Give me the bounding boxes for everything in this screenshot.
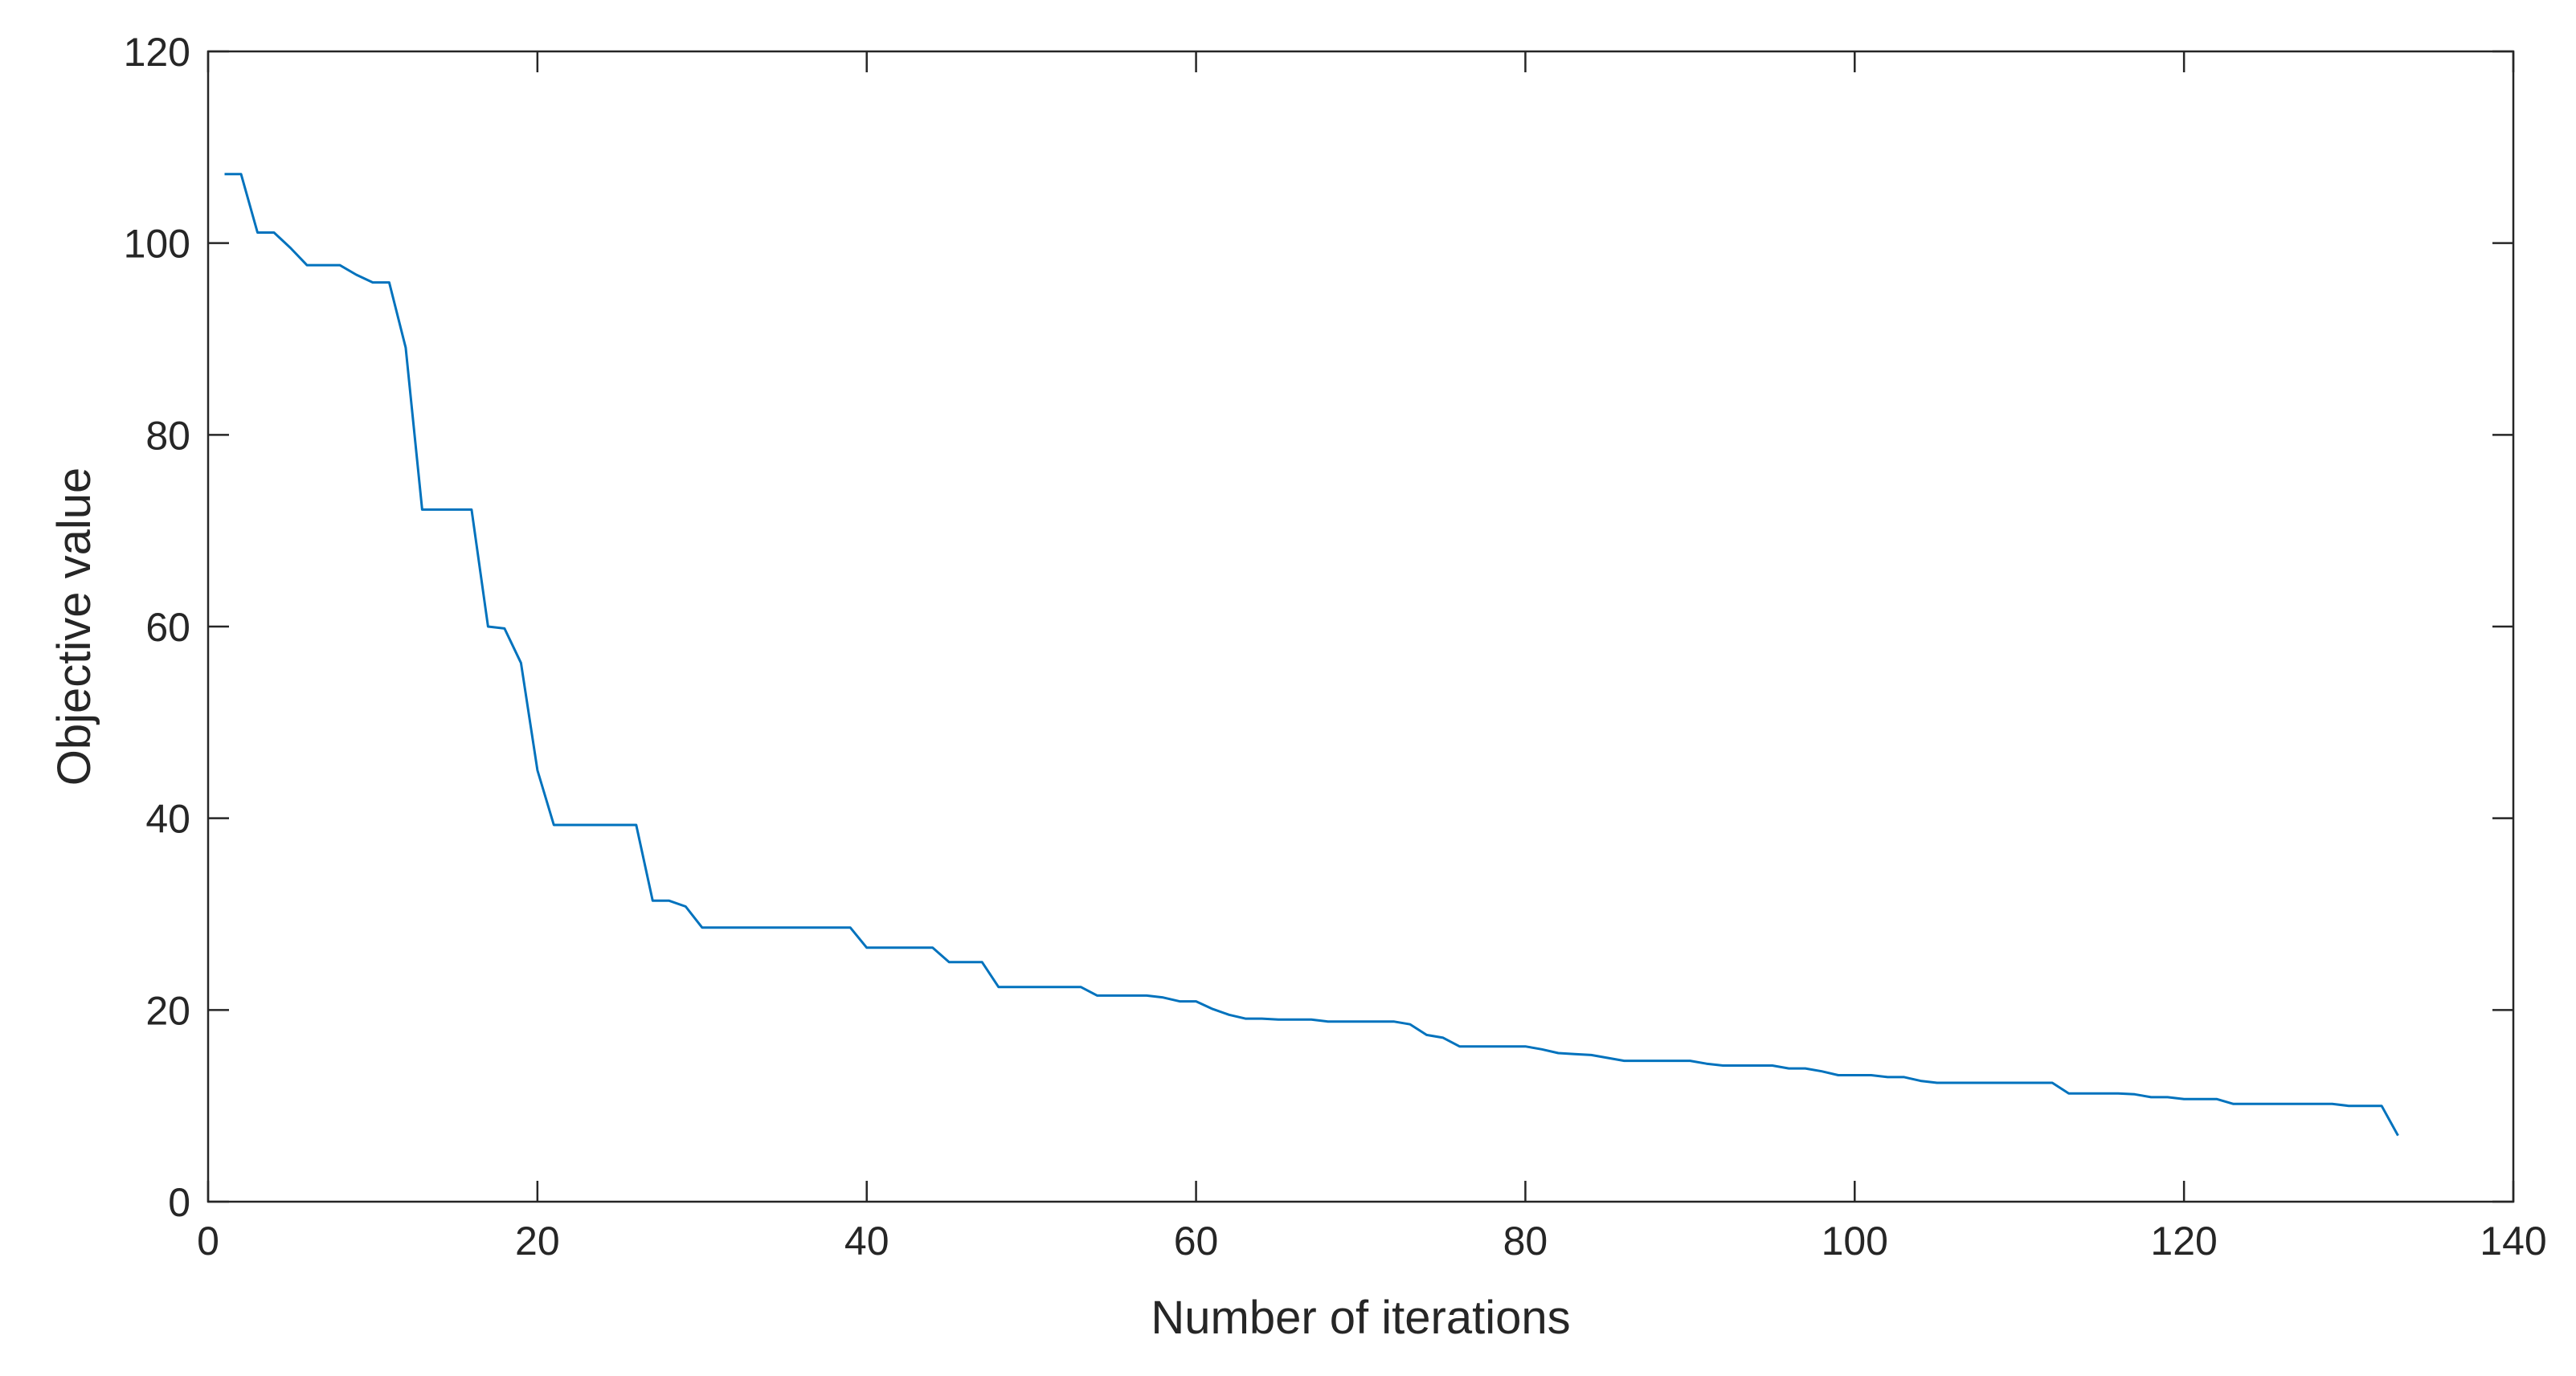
x-tick-label: 0	[197, 1219, 219, 1264]
x-tick-label: 40	[844, 1219, 889, 1264]
y-tick-label: 80	[145, 413, 190, 458]
x-tick-label: 20	[515, 1219, 560, 1264]
y-axis-ticks: 0 20 40 60 80 100 120	[124, 30, 2513, 1225]
y-tick-label: 40	[145, 797, 190, 842]
x-tick-label: 120	[2150, 1219, 2217, 1264]
series-layer	[224, 173, 2399, 1137]
x-axis-title: Number of iterations	[1151, 1292, 1570, 1344]
x-tick-label: 80	[1503, 1219, 1548, 1264]
y-tick-label: 120	[124, 30, 190, 75]
x-tick-label: 60	[1174, 1219, 1219, 1264]
y-tick-label: 20	[145, 988, 190, 1033]
y-axis-title: Objective value	[48, 468, 100, 786]
y-tick-label: 100	[124, 222, 190, 267]
x-axis-ticks: 0 20 40 60 80 100 120 140	[197, 51, 2547, 1264]
x-tick-label: 100	[1822, 1219, 1888, 1264]
y-tick-label: 60	[145, 605, 190, 650]
series-line	[224, 173, 2399, 1137]
y-tick-label: 0	[168, 1180, 190, 1225]
x-tick-label: 140	[2480, 1219, 2546, 1264]
